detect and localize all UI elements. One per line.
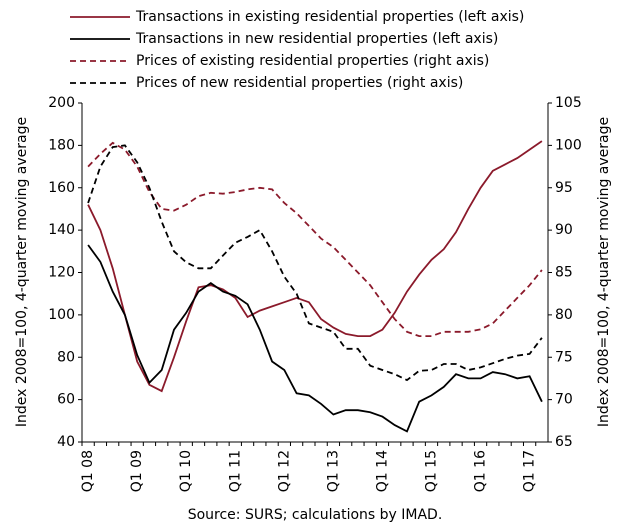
series-line (87, 244, 543, 433)
y2-tick-label: 95 (555, 180, 573, 196)
x-tick-label: Q1 08 (80, 450, 96, 492)
y2-tick-label: 100 (555, 137, 582, 153)
source: Source: SURS; calculations by IMAD. (188, 507, 443, 523)
y-axis-label: Index 2008=100, 4-quarter moving average (14, 117, 30, 427)
x-tick-label: Q1 17 (522, 450, 538, 492)
y2-tick-label: 105 (555, 95, 582, 111)
y2-tick-label: 80 (555, 307, 573, 323)
legend-label: Transactions in existing residential pro… (135, 9, 524, 25)
series-line (87, 140, 543, 393)
x-tick-label: Q1 16 (473, 450, 489, 492)
series-line (87, 144, 543, 382)
x-tick-label: Q1 09 (129, 450, 145, 492)
legend-label: Prices of existing residential propertie… (136, 53, 489, 69)
y2-tick-label: 75 (555, 349, 573, 365)
y-tick-label: 120 (48, 265, 75, 281)
y-tick-label: 80 (57, 349, 75, 365)
y-tick-label: 100 (48, 307, 75, 323)
y2-tick-label: 70 (555, 392, 573, 408)
x-tick-label: Q1 11 (227, 450, 243, 492)
y-tick-label: 160 (48, 180, 75, 196)
x-tick-label: Q1 10 (178, 450, 194, 492)
y2-tick-label: 90 (555, 222, 573, 238)
x-tick-label: Q1 15 (424, 450, 440, 492)
x-tick-label: Q1 13 (325, 450, 341, 492)
x-tick-label: Q1 14 (374, 450, 390, 492)
y2-tick-label: 85 (555, 265, 573, 281)
x-tick-label: Q1 12 (276, 450, 292, 492)
y2-axis-label: Index 2008=100, 4-quarter moving average (596, 117, 612, 427)
y-tick-label: 180 (48, 137, 75, 153)
y-tick-label: 60 (57, 392, 75, 408)
legend-label: Prices of new residential properties (ri… (136, 75, 463, 91)
y2-tick-label: 65 (555, 434, 573, 450)
legend-label: Transactions in new residential properti… (135, 31, 498, 47)
series-line (87, 141, 543, 337)
y-tick-label: 40 (57, 434, 75, 450)
y-tick-label: 200 (48, 95, 75, 111)
y-tick-label: 140 (48, 222, 75, 238)
